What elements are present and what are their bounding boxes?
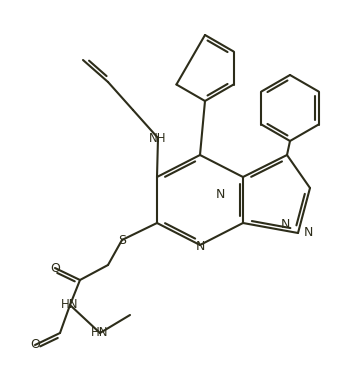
Text: O: O — [30, 339, 40, 351]
Text: N: N — [303, 226, 313, 238]
Text: HN: HN — [61, 298, 79, 311]
Text: O: O — [50, 262, 60, 275]
Text: N: N — [280, 219, 290, 231]
Text: N: N — [195, 241, 205, 254]
Text: HN: HN — [91, 326, 109, 340]
Text: S: S — [118, 234, 126, 247]
Text: N: N — [215, 188, 225, 202]
Text: NH: NH — [149, 131, 167, 145]
